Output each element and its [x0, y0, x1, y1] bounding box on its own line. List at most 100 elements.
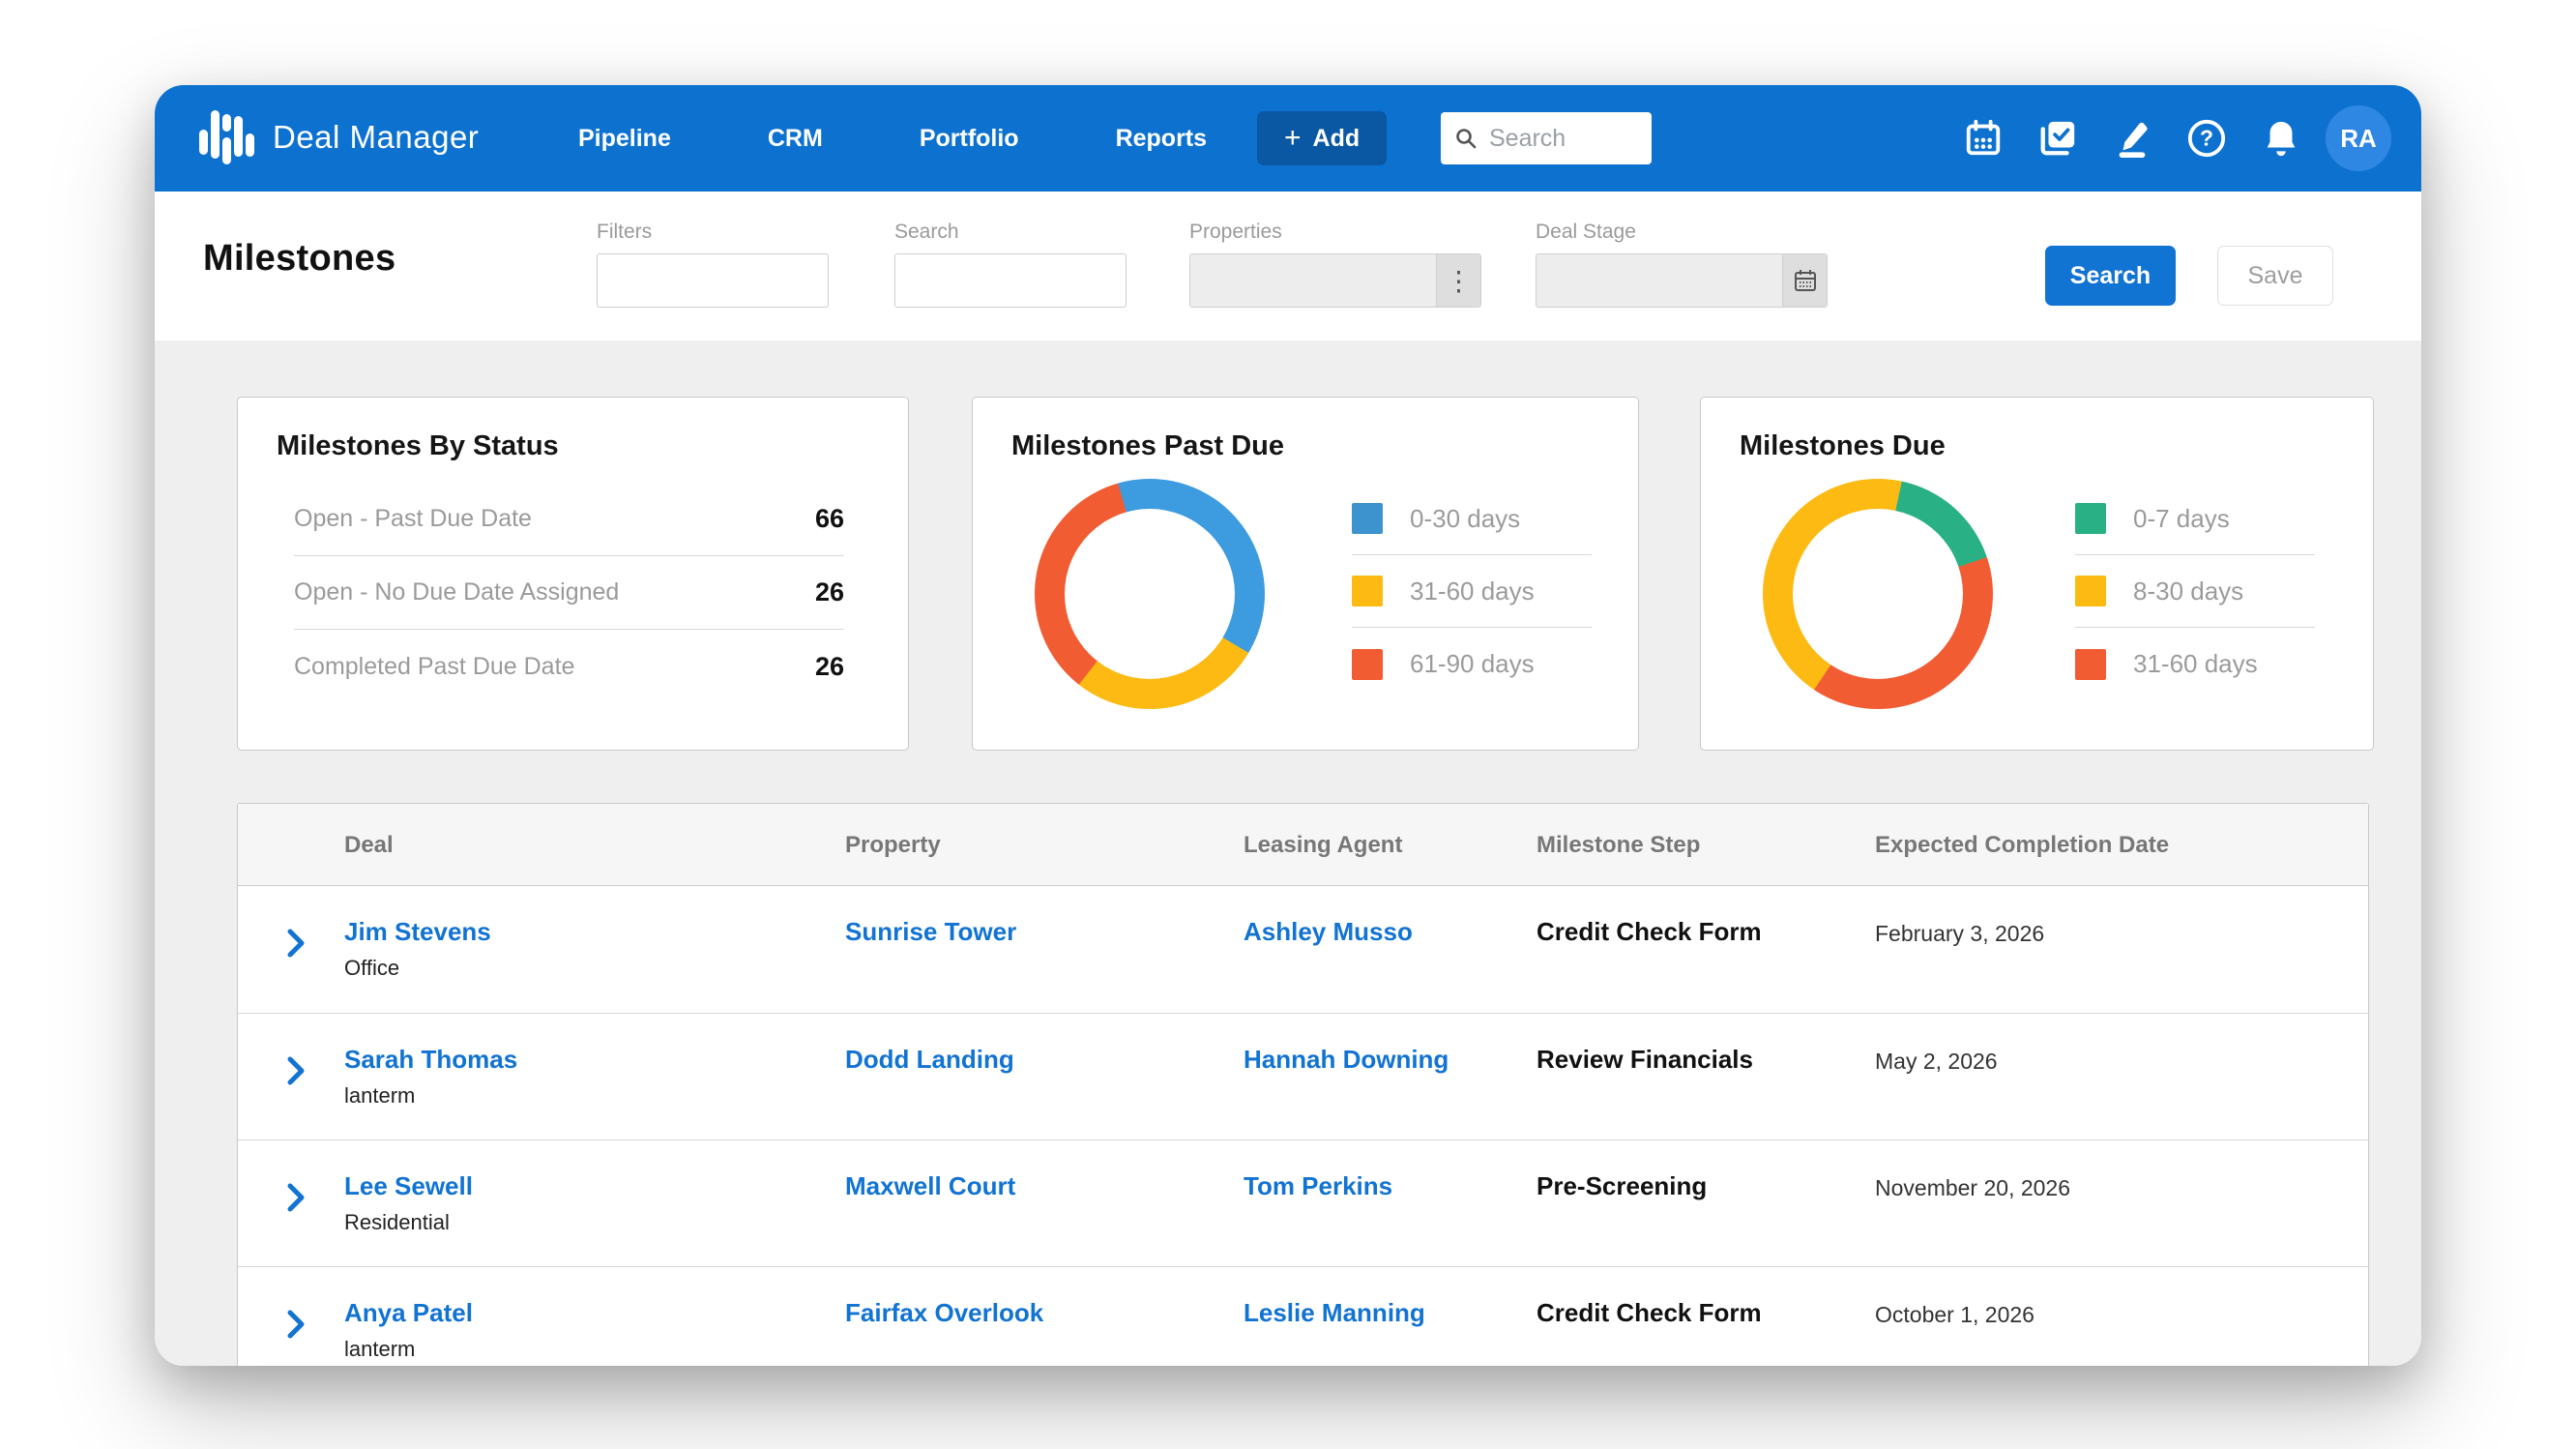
expected-completion-date: October 1, 2026	[1875, 1302, 2034, 1327]
chevron-right-icon[interactable]	[286, 1310, 306, 1339]
help-icon[interactable]: ?	[2184, 116, 2229, 161]
card-title: Milestones Due	[1740, 430, 1946, 461]
add-button[interactable]: + Add	[1257, 111, 1388, 165]
leasing-agent-link[interactable]: Leslie Manning	[1244, 1298, 1425, 1327]
status-row: Open - Past Due Date 66	[294, 483, 844, 556]
legend-swatch	[1352, 576, 1383, 606]
leasing-agent-link[interactable]: Hannah Downing	[1244, 1045, 1449, 1074]
nav-item-crm[interactable]: CRM	[767, 124, 823, 152]
legend-row: 0-30 days	[1352, 483, 1592, 555]
filters-input[interactable]	[597, 253, 829, 308]
property-link[interactable]: Fairfax Overlook	[845, 1298, 1044, 1327]
table-header: Deal Property Leasing Agent Milestone St…	[238, 804, 2368, 886]
deal-type: Residential	[344, 1210, 450, 1234]
milestones-past-due-card: Milestones Past Due 0-30 days 31-60 days…	[972, 397, 1639, 751]
nav-item-portfolio[interactable]: Portfolio	[919, 124, 1019, 152]
legend-swatch	[2075, 576, 2106, 606]
table-row: Jim Stevens Office Sunrise Tower Ashley …	[238, 886, 2368, 1013]
milestones-due-card: Milestones Due 0-7 days 8-30 days 31-60 …	[1700, 397, 2374, 751]
legend-row: 61-90 days	[1352, 628, 1592, 700]
deal-link[interactable]: Anya Patel	[344, 1298, 473, 1327]
status-row: Completed Past Due Date 26	[294, 630, 844, 703]
search-label: Search	[894, 221, 959, 243]
legend-row: 8-30 days	[2075, 555, 2315, 628]
milestones-table: Deal Property Leasing Agent Milestone St…	[237, 803, 2369, 1366]
deal-link[interactable]: Jim Stevens	[344, 917, 491, 946]
milestones-by-status-card: Milestones By Status Open - Past Due Dat…	[237, 397, 909, 751]
legend-row: 31-60 days	[2075, 628, 2315, 700]
legend-label: 0-7 days	[2133, 503, 2230, 533]
deal-link[interactable]: Lee Sewell	[344, 1171, 473, 1200]
table-row: Sarah Thomas lanterm Dodd Landing Hannah…	[238, 1013, 2368, 1139]
expected-completion-date: February 3, 2026	[1875, 921, 2045, 946]
edit-icon[interactable]	[2110, 116, 2154, 161]
deal-type: lanterm	[344, 1083, 416, 1108]
avatar[interactable]: RA	[2326, 105, 2391, 171]
deal-stage-label: Deal Stage	[1536, 221, 1636, 243]
save-button[interactable]: Save	[2217, 246, 2333, 306]
properties-select[interactable]: ⋮	[1189, 253, 1481, 308]
deal-stage-field: Deal Stage	[1536, 221, 1828, 308]
brand-logo-icon	[199, 108, 255, 166]
legend-label: 8-30 days	[2133, 576, 2244, 606]
chevron-right-icon[interactable]	[286, 1056, 306, 1085]
leasing-agent-link[interactable]: Ashley Musso	[1244, 917, 1413, 946]
properties-label: Properties	[1189, 221, 1282, 243]
due-legend: 0-7 days 8-30 days 31-60 days	[2075, 483, 2315, 700]
calendar-small-icon	[1782, 254, 1827, 307]
search-field: Search	[894, 221, 1127, 308]
filter-toolbar: Milestones Filters Search Properties ⋮ D…	[155, 192, 2421, 340]
filters-field: Filters	[597, 221, 829, 308]
search-input[interactable]	[894, 253, 1127, 308]
status-rows: Open - Past Due Date 66 Open - No Due Da…	[294, 483, 844, 703]
status-row: Open - No Due Date Assigned 26	[294, 556, 844, 630]
search-button[interactable]: Search	[2045, 246, 2176, 306]
global-search[interactable]	[1441, 112, 1652, 164]
legend-label: 61-90 days	[1410, 649, 1535, 678]
legend-swatch	[2075, 648, 2106, 680]
milestone-step: Review Financials	[1537, 1045, 1753, 1074]
table-row: Lee Sewell Residential Maxwell Court Tom…	[238, 1139, 2368, 1266]
tasks-icon[interactable]	[2035, 116, 2080, 161]
nav-item-pipeline[interactable]: Pipeline	[578, 124, 671, 152]
page-title: Milestones	[203, 238, 396, 279]
status-label: Completed Past Due Date	[294, 652, 575, 680]
legend-label: 31-60 days	[2133, 649, 2258, 678]
card-title: Milestones By Status	[277, 430, 559, 461]
property-link[interactable]: Dodd Landing	[845, 1045, 1014, 1074]
svg-text:?: ?	[2200, 126, 2213, 151]
property-link[interactable]: Maxwell Court	[845, 1171, 1016, 1200]
deal-type: lanterm	[344, 1337, 416, 1361]
table-row: Anya Patel lanterm Fairfax Overlook Lesl…	[238, 1266, 2368, 1366]
legend-swatch	[1352, 503, 1383, 534]
status-value: 66	[814, 504, 844, 533]
bell-icon[interactable]	[2259, 116, 2303, 161]
brand-logo[interactable]: Deal Manager	[199, 108, 479, 166]
status-label: Open - Past Due Date	[294, 505, 532, 532]
table-body: Jim Stevens Office Sunrise Tower Ashley …	[238, 886, 2368, 1366]
past-due-donut-chart	[1035, 479, 1265, 709]
global-search-input[interactable]	[1489, 124, 1634, 153]
deal-type: Office	[344, 956, 400, 980]
app-window: Deal Manager Pipeline CRM Portfolio Repo…	[155, 85, 2421, 1366]
milestone-step: Pre-Screening	[1537, 1171, 1708, 1200]
calendar-icon[interactable]	[1961, 116, 2005, 161]
leasing-agent-link[interactable]: Tom Perkins	[1244, 1171, 1393, 1200]
deal-link[interactable]: Sarah Thomas	[344, 1045, 518, 1074]
legend-label: 0-30 days	[1410, 503, 1521, 533]
due-donut-chart	[1763, 479, 1993, 709]
chevron-right-icon[interactable]	[286, 929, 306, 958]
column-header: Expected Completion Date	[1875, 832, 2170, 858]
column-header: Property	[845, 832, 941, 858]
chevron-right-icon[interactable]	[286, 1183, 306, 1212]
past-due-legend: 0-30 days 31-60 days 61-90 days	[1352, 483, 1592, 700]
column-header: Deal	[344, 832, 394, 858]
property-link[interactable]: Sunrise Tower	[845, 917, 1017, 946]
status-label: Open - No Due Date Assigned	[294, 578, 620, 606]
status-value: 26	[814, 651, 844, 681]
header-icon-group: ?	[1961, 85, 2303, 192]
column-header: Milestone Step	[1537, 832, 1701, 858]
deal-stage-select[interactable]	[1536, 253, 1828, 308]
status-value: 26	[814, 577, 844, 606]
nav-item-reports[interactable]: Reports	[1115, 124, 1208, 152]
